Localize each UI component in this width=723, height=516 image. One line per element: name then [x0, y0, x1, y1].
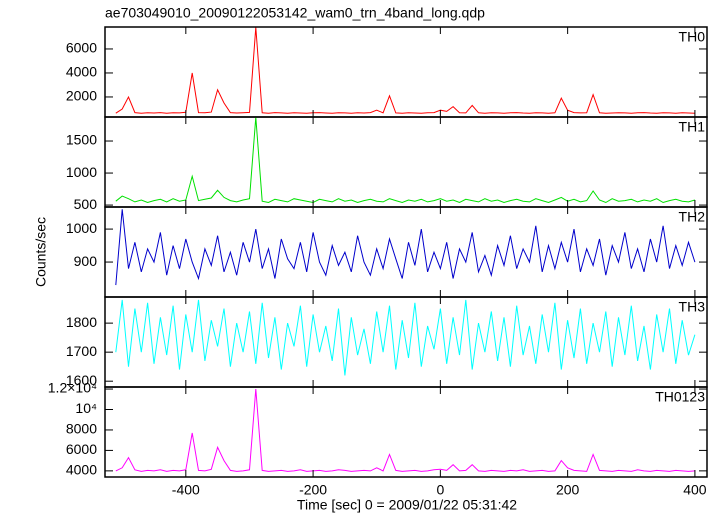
panel-label: TH1 — [679, 119, 706, 135]
x-tick-label: -400 — [172, 482, 200, 498]
data-line — [115, 388, 695, 472]
chart-title: ae703049010_20090122053142_wam0_trn_4ban… — [105, 5, 485, 21]
data-line — [115, 209, 696, 286]
y-tick-label: 500 — [74, 196, 98, 212]
panel-frame — [104, 116, 708, 208]
y-tick-label: 8000 — [66, 421, 97, 437]
y-tick-label: 10⁴ — [75, 400, 97, 416]
x-tick-label: 0 — [436, 482, 444, 498]
panel-label: TH3 — [679, 299, 706, 315]
x-tick-label: -200 — [299, 482, 327, 498]
y-tick-label: 900 — [74, 253, 98, 269]
y-tick-label: 6000 — [66, 441, 97, 457]
y-tick-label: 1.2×10⁴ — [48, 380, 97, 396]
panel-frame — [104, 386, 708, 478]
data-line — [115, 299, 696, 376]
panel-frame — [104, 206, 708, 298]
panel-label: TH0 — [679, 29, 706, 45]
x-tick-label: 200 — [556, 482, 580, 498]
panel-label: TH0123 — [655, 389, 705, 405]
x-axis-label: Time [sec] 0 = 2009/01/22 05:31:42 — [297, 497, 517, 513]
y-tick-label: 1800 — [66, 314, 97, 330]
y-tick-label: 1600 — [66, 372, 97, 388]
y-tick-label: 4000 — [66, 64, 97, 80]
y-axis-label: Counts/sec — [33, 217, 49, 287]
y-tick-label: 1500 — [66, 132, 97, 148]
y-tick-label: 6000 — [66, 40, 97, 56]
y-tick-label: 4000 — [66, 462, 97, 478]
y-tick-label: 2000 — [66, 88, 97, 104]
y-tick-label: 1700 — [66, 343, 97, 359]
panel-label: TH2 — [679, 209, 706, 225]
data-line — [115, 117, 696, 204]
y-tick-label: 1000 — [66, 220, 97, 236]
panel-frame — [104, 26, 708, 118]
data-line — [115, 27, 695, 114]
y-tick-label: 1000 — [66, 164, 97, 180]
x-tick-label: 400 — [683, 482, 707, 498]
